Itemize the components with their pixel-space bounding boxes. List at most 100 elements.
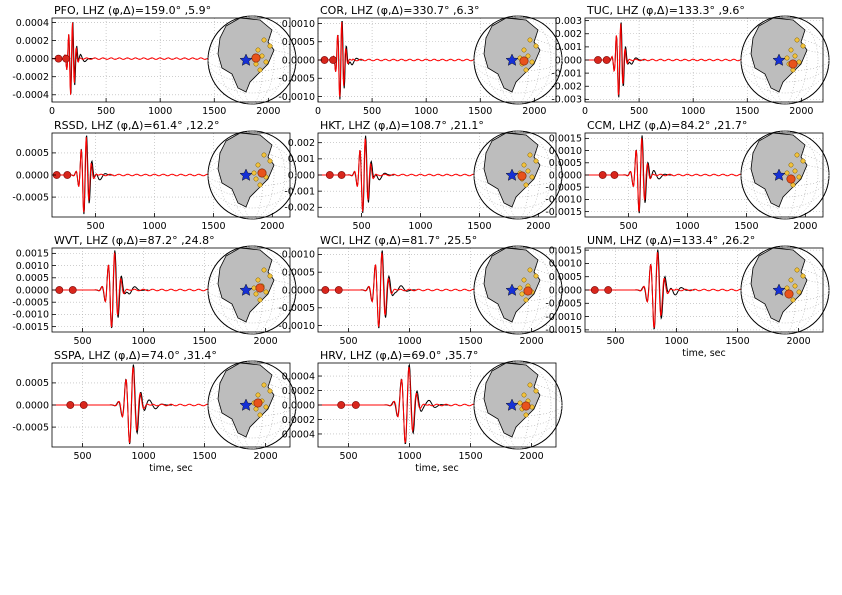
station-dot — [792, 53, 798, 59]
panel-title: TUC, LHZ (φ,Δ)=133.3° ,9.6° — [586, 4, 745, 17]
globe-inset — [473, 15, 563, 105]
globe-meridian — [751, 15, 819, 105]
station-dot — [523, 412, 529, 418]
globe-parallel — [207, 371, 297, 439]
station-dot — [267, 43, 273, 49]
x-tick-label: 2000 — [793, 221, 817, 232]
y-tick-label: -0.0005 — [278, 74, 315, 85]
axes-frame — [51, 17, 291, 103]
x-tick-label: 0 — [49, 106, 55, 117]
panel-title: HKT, LHZ (φ,Δ)=108.7° ,21.1° — [320, 119, 484, 132]
phase-marker — [55, 286, 64, 294]
current-station-dot — [788, 59, 798, 69]
station-dot — [521, 47, 527, 53]
panel-tuc: TUC, LHZ (φ,Δ)=133.3° ,9.6° 0 500 1000 1500 2… — [551, 4, 830, 117]
station-dot — [517, 285, 523, 291]
y-tick-label: -0.0010 — [545, 195, 582, 206]
panel-ccm: CCM, LHZ (φ,Δ)=84.2° ,21.7° 500 1000 1500 20… — [545, 119, 830, 232]
globe-inset — [207, 245, 297, 335]
epicenter-star — [239, 53, 253, 66]
panel-title: WVT, LHZ (φ,Δ)=87.2° ,24.8° — [54, 234, 215, 247]
station-dot — [529, 59, 535, 65]
globe-parallel — [740, 256, 830, 324]
panel-hkt: HKT, LHZ (φ,Δ)=108.7° ,21.1° 500 1000 1500 2… — [284, 119, 563, 232]
station-dot — [519, 291, 525, 297]
y-tick-label: 0.0002 — [282, 415, 315, 426]
station-dot — [523, 182, 529, 188]
station-dot — [517, 400, 523, 406]
station-dot — [523, 297, 529, 303]
station-dot — [267, 388, 273, 394]
globe-meridian — [218, 245, 286, 335]
y-tick-label: -0.0004 — [12, 90, 49, 101]
station-dot — [261, 267, 267, 273]
x-axis-label: time, sec — [149, 463, 193, 474]
globe-meridian — [762, 15, 808, 105]
y-tick-label: 0.0002 — [282, 386, 315, 397]
x-tick-label: 500 — [339, 336, 357, 347]
station-dot — [525, 53, 531, 59]
y-tick-label: -0.0010 — [545, 312, 582, 323]
globe-inset — [740, 15, 830, 105]
phase-marker — [68, 286, 77, 294]
panel-wvt: WVT, LHZ (φ,Δ)=87.2° ,24.8° 500 1000 1500 20… — [12, 234, 297, 347]
x-tick-label: 0 — [582, 106, 588, 117]
globe-inset — [740, 245, 830, 335]
globe-parallel — [740, 26, 830, 94]
station-dot — [788, 162, 794, 168]
globe-meridian — [229, 245, 275, 335]
epicenter-star — [505, 283, 519, 296]
globe-meridian — [218, 130, 286, 220]
epicenter-star — [772, 283, 786, 296]
x-tick-label: 500 — [630, 106, 648, 117]
phase-marker — [62, 54, 70, 63]
y-tick-label: 0.0000 — [16, 54, 49, 65]
station-dot — [527, 267, 533, 273]
globe-parallel — [207, 26, 297, 94]
x-tick-label: 1000 — [681, 106, 705, 117]
panel-hrv: HRV, LHZ (φ,Δ)=69.0° ,35.7° 500 1000 1500 20… — [282, 349, 563, 474]
station-dot — [796, 289, 802, 295]
panel-wci: WCI, LHZ (φ,Δ)=81.7° ,25.5° 500 1000 1500 20… — [278, 234, 563, 347]
x-tick-label: 1500 — [734, 221, 758, 232]
y-tick-label: 0.0000 — [16, 285, 49, 296]
globe-inset — [207, 15, 297, 105]
x-tick-label: 1000 — [131, 336, 155, 347]
x-tick-label: 1500 — [192, 451, 216, 462]
x-tick-label: 500 — [339, 451, 357, 462]
station-dot — [253, 176, 259, 182]
station-dot — [788, 277, 794, 283]
panel-title: RSSD, LHZ (φ,Δ)=61.4° ,12.2° — [54, 119, 220, 132]
station-dot — [251, 170, 257, 176]
epicenter-star — [239, 398, 253, 411]
x-tick-label: 1500 — [725, 336, 749, 347]
globe-inset — [207, 360, 297, 450]
y-tick-label: 0.003 — [555, 16, 582, 27]
y-tick-label: 0.0000 — [16, 400, 49, 411]
y-tick-label: -0.0005 — [545, 183, 582, 194]
x-tick-label: 2000 — [519, 451, 543, 462]
y-tick-label: 0.0000 — [549, 285, 582, 296]
globe-inset — [740, 130, 830, 220]
station-dot — [263, 289, 269, 295]
phase-marker — [334, 286, 343, 294]
y-tick-label: 0.000 — [288, 170, 315, 181]
panel-title: PFO, LHZ (φ,Δ)=159.0° ,5.9° — [54, 4, 211, 17]
x-tick-label: 1000 — [142, 221, 166, 232]
y-tick-label: 0.0000 — [16, 170, 49, 181]
phase-marker — [594, 56, 602, 64]
panel-title: WCI, LHZ (φ,Δ)=81.7° ,25.5° — [320, 234, 477, 247]
globe-meridian — [229, 15, 275, 105]
y-tick-label: -0.003 — [551, 95, 582, 106]
phase-marker — [329, 56, 338, 64]
y-tick-label: 0.000 — [555, 55, 582, 66]
station-dot — [255, 392, 261, 398]
station-dot — [255, 162, 261, 168]
x-tick-label: 1500 — [201, 221, 225, 232]
station-dot — [263, 404, 269, 410]
globe-meridian — [484, 15, 552, 105]
station-dot — [784, 55, 790, 61]
station-dot — [533, 43, 539, 49]
globe-inset — [473, 360, 563, 450]
x-tick-label: 2000 — [526, 221, 550, 232]
